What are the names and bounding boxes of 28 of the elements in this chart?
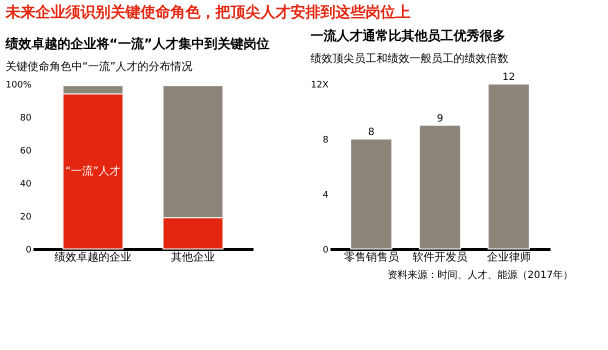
x-tick-label: 其他企业	[171, 250, 215, 264]
chart-title: 绩效卓越的企业将“一流”人才集中到关键岗位	[4, 36, 270, 52]
bar	[350, 138, 392, 250]
x-tick-label: 企业律师	[486, 250, 531, 264]
data-label: 12	[502, 72, 516, 83]
text: 资料来源：时间、人才、能源（2017年）	[388, 269, 573, 281]
chart-subtitle: 绩效顶尖员工和绩效一般员工的绩效倍数	[310, 52, 508, 65]
bar	[488, 84, 530, 250]
y-tick-label: 0	[322, 246, 329, 256]
chart-subtitle: 关键使命角色中“一流”人才的分布情况	[5, 60, 193, 73]
y-tick-label: 60	[20, 146, 32, 156]
data-label: 9	[436, 113, 444, 124]
y-tick-label: 4	[322, 190, 329, 200]
series-label: “一流”人才	[65, 164, 121, 178]
y-tick-label: 0	[26, 246, 32, 256]
x-tick-label: 零售销售员	[344, 250, 399, 264]
y-tick-label: 40	[20, 180, 32, 190]
y-tick-label: 8	[322, 136, 329, 146]
bar	[418, 124, 462, 250]
chart-title: 一流人才通常比其他员工优秀很多	[310, 28, 506, 44]
x-tick-label: 绩效卓越的企业	[54, 250, 132, 264]
data-label: 8	[368, 127, 374, 138]
y-tick-label: 12X	[310, 80, 328, 90]
text: 未来企业须识别关键使命角色，把顶尖人才安排到这些岗位上	[4, 3, 410, 21]
y-tick-label: 20	[20, 212, 32, 222]
y-tick-label: 100%	[6, 80, 32, 90]
x-tick-label: 软件开发员	[412, 250, 468, 264]
y-tick-label: 80	[20, 114, 32, 124]
